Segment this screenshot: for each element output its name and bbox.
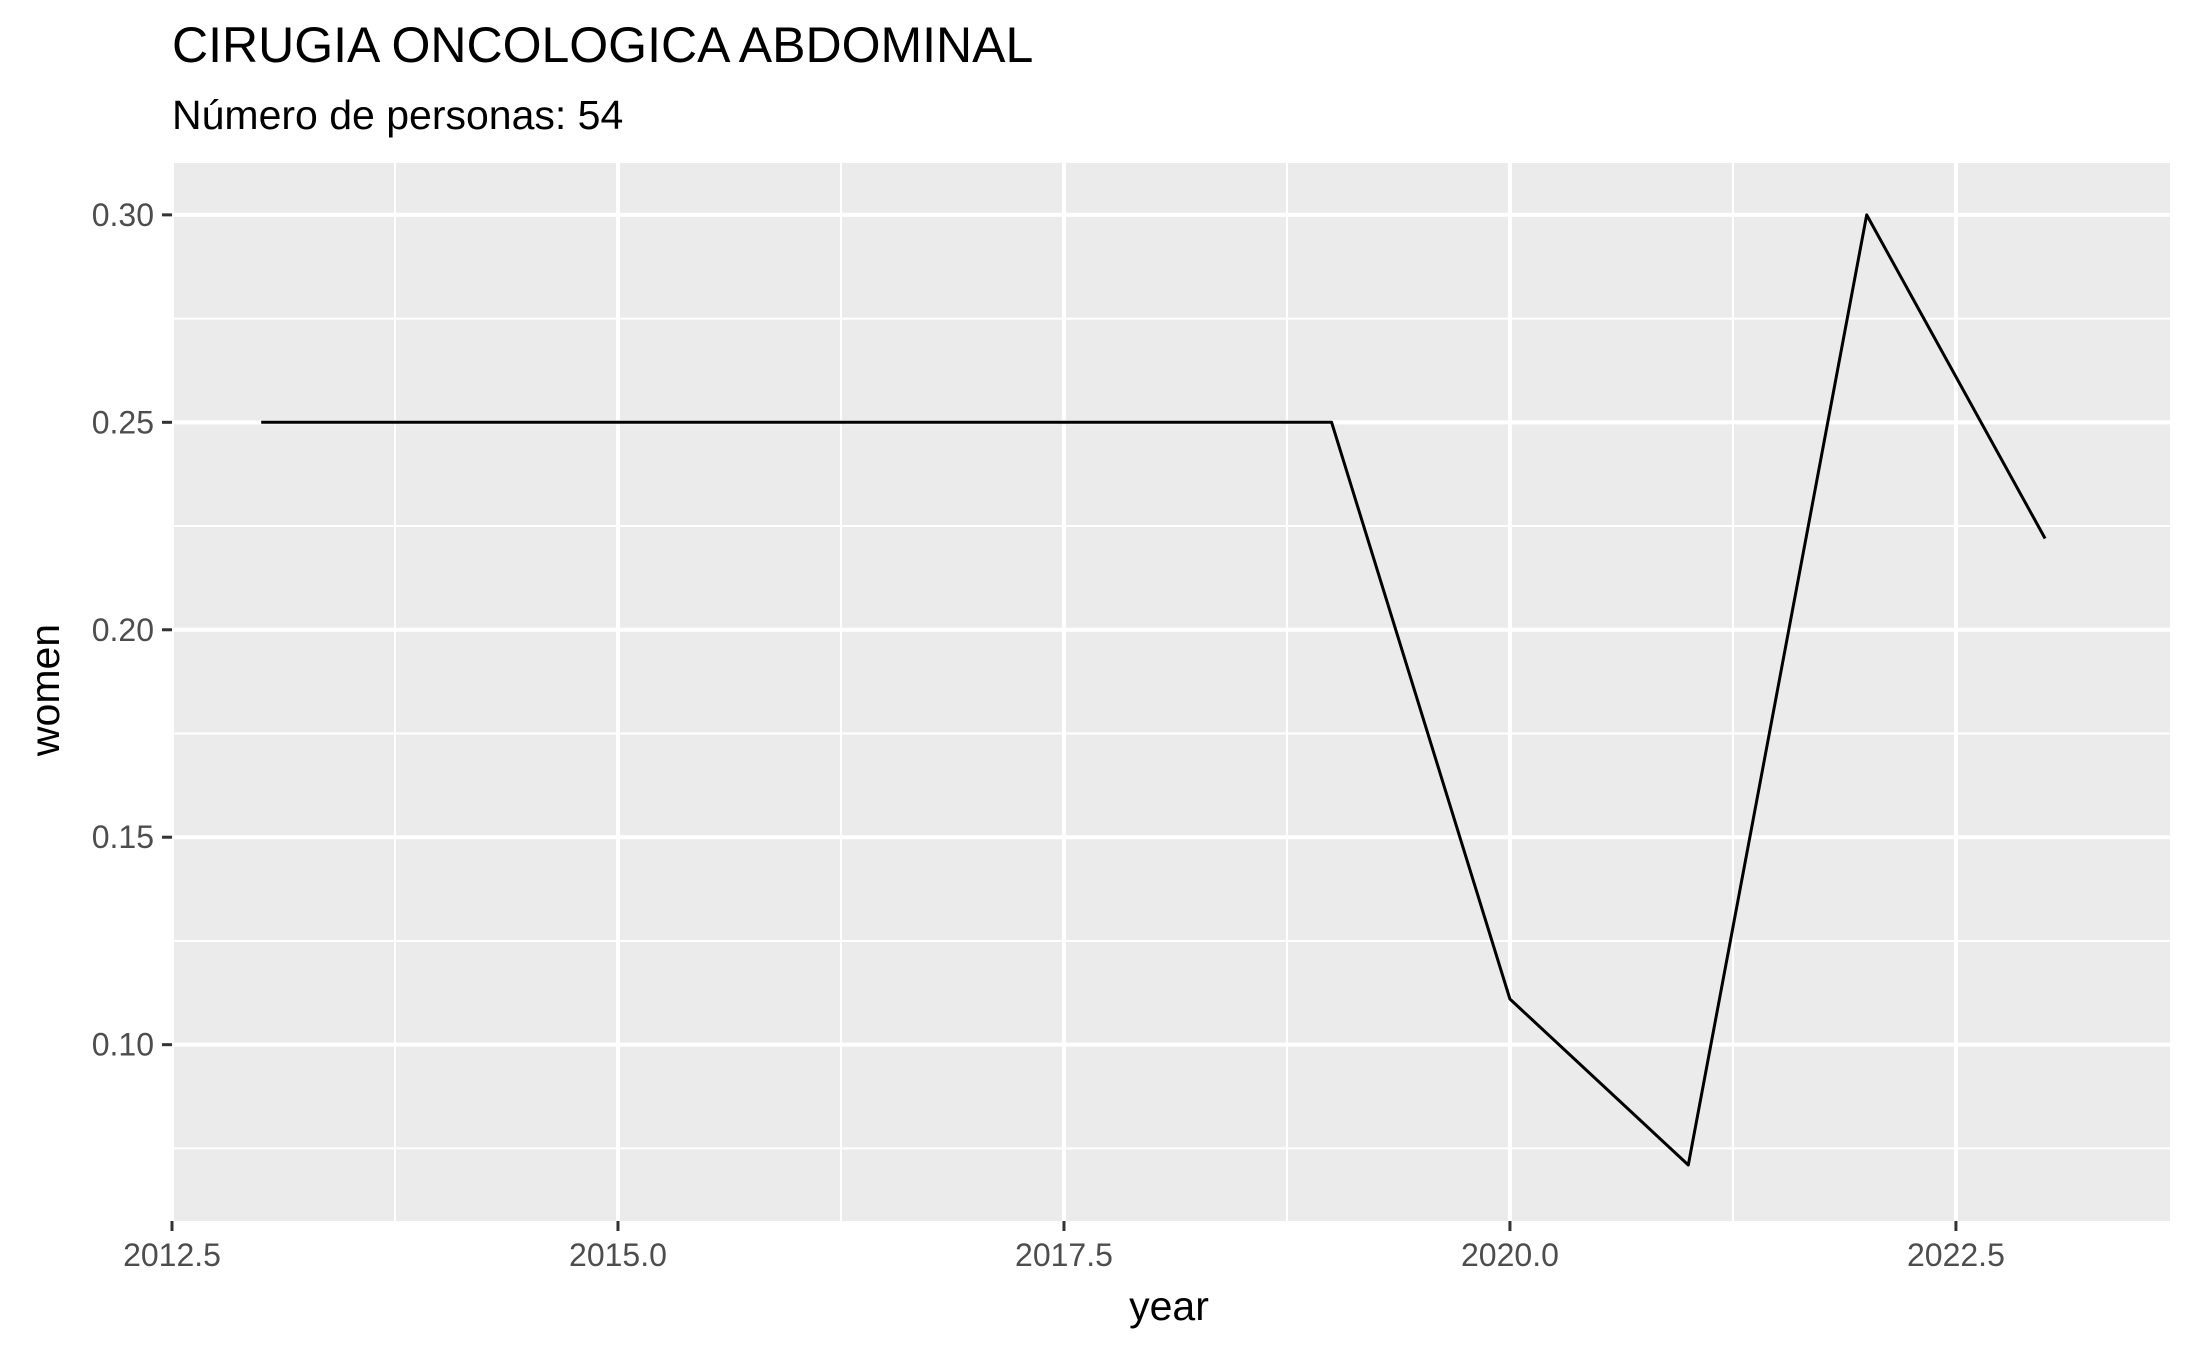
y-tick-label: 0.15: [92, 819, 154, 855]
minor-grid: [172, 163, 2170, 1221]
series-line: [261, 213, 2047, 1167]
x-tick-label: 2022.5: [1907, 1237, 2005, 1273]
y-axis-title: women: [22, 624, 68, 757]
x-tick-label: 2015.0: [569, 1237, 667, 1273]
plot-panel: [172, 163, 2170, 1221]
y-axis: 0.10 0.15 0.20 0.25 0.30: [92, 197, 172, 1063]
series-layer: [261, 213, 2047, 1167]
x-tick-label: 2017.5: [1015, 1237, 1113, 1273]
y-tick-label: 0.30: [92, 197, 154, 233]
chart-title: CIRUGIA ONCOLOGICA ABDOMINAL: [172, 17, 1033, 73]
y-tick-label: 0.25: [92, 404, 154, 440]
x-axis-title: year: [1129, 1283, 1209, 1329]
x-tick-label: 2020.0: [1461, 1237, 1559, 1273]
y-tick-label: 0.20: [92, 612, 154, 648]
x-tick-label: 2012.5: [123, 1237, 221, 1273]
y-tick-label: 0.10: [92, 1027, 154, 1063]
chart-subtitle: Número de personas: 54: [172, 92, 623, 138]
x-axis: 2012.5 2015.0 2017.5 2020.0 2022.5: [123, 1221, 2005, 1273]
